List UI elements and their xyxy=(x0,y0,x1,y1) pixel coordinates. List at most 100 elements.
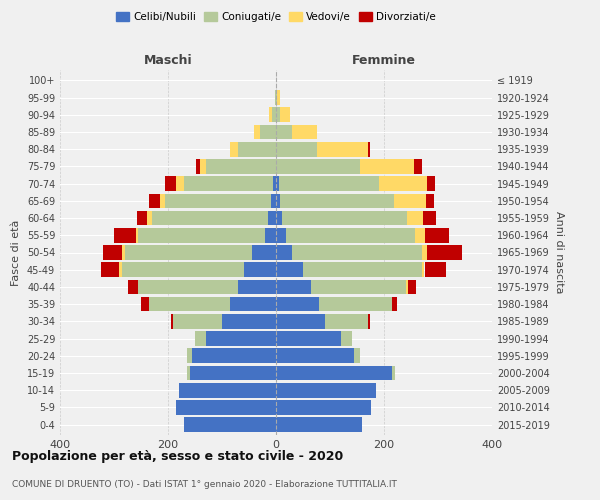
Bar xyxy=(265,228,276,242)
Bar xyxy=(187,366,190,380)
Bar xyxy=(406,280,409,294)
Bar xyxy=(423,210,436,226)
Bar xyxy=(184,418,276,432)
Bar xyxy=(368,314,370,328)
Bar xyxy=(195,332,206,346)
Bar xyxy=(317,142,368,156)
Bar xyxy=(427,245,462,260)
Bar xyxy=(260,124,276,140)
Bar xyxy=(152,210,268,226)
Bar xyxy=(394,194,426,208)
Legend: Celibi/Nubili, Coniugati/e, Vedovi/e, Divorziati/e: Celibi/Nubili, Coniugati/e, Vedovi/e, Di… xyxy=(112,8,440,26)
Bar xyxy=(103,245,122,260)
Bar xyxy=(392,366,395,380)
Bar xyxy=(379,176,427,191)
Bar xyxy=(196,159,200,174)
Bar xyxy=(190,366,276,380)
Bar xyxy=(425,262,446,277)
Y-axis label: Fasce di età: Fasce di età xyxy=(11,220,21,286)
Bar xyxy=(292,245,422,260)
Bar xyxy=(341,332,352,346)
Bar xyxy=(276,245,292,260)
Bar xyxy=(414,159,422,174)
Bar xyxy=(244,262,276,277)
Bar xyxy=(276,108,280,122)
Bar xyxy=(276,194,280,208)
Bar xyxy=(276,314,325,328)
Bar xyxy=(276,332,341,346)
Bar xyxy=(286,228,415,242)
Bar xyxy=(268,210,276,226)
Bar xyxy=(176,176,184,191)
Bar xyxy=(176,400,276,415)
Bar xyxy=(271,194,276,208)
Bar xyxy=(139,228,265,242)
Bar xyxy=(230,297,276,312)
Bar xyxy=(407,210,423,226)
Bar xyxy=(179,383,276,398)
Bar xyxy=(292,124,317,140)
Bar xyxy=(252,245,276,260)
Text: COMUNE DI DRUENTO (TO) - Dati ISTAT 1° gennaio 2020 - Elaborazione TUTTITALIA.IT: COMUNE DI DRUENTO (TO) - Dati ISTAT 1° g… xyxy=(12,480,397,489)
Bar xyxy=(276,383,376,398)
Bar xyxy=(276,418,362,432)
Bar xyxy=(166,194,271,208)
Bar xyxy=(187,348,193,363)
Bar xyxy=(415,228,425,242)
Bar xyxy=(166,176,176,191)
Bar xyxy=(275,90,276,105)
Bar xyxy=(222,314,276,328)
Bar xyxy=(319,297,392,312)
Bar xyxy=(283,210,407,226)
Bar xyxy=(119,262,122,277)
Bar xyxy=(200,159,206,174)
Bar xyxy=(149,297,230,312)
Bar xyxy=(160,194,166,208)
Bar xyxy=(171,314,173,328)
Bar xyxy=(101,262,119,277)
Bar xyxy=(392,297,397,312)
Bar xyxy=(303,262,422,277)
Bar xyxy=(276,210,283,226)
Bar xyxy=(136,228,139,242)
Bar xyxy=(276,159,360,174)
Bar xyxy=(426,194,434,208)
Bar xyxy=(276,90,277,105)
Bar xyxy=(311,280,406,294)
Bar xyxy=(325,314,368,328)
Bar xyxy=(276,400,371,415)
Text: Popolazione per età, sesso e stato civile - 2020: Popolazione per età, sesso e stato civil… xyxy=(12,450,343,463)
Bar xyxy=(254,124,260,140)
Bar xyxy=(230,142,238,156)
Bar xyxy=(276,348,354,363)
Bar xyxy=(148,210,152,226)
Bar xyxy=(137,210,148,226)
Bar xyxy=(276,297,319,312)
Bar xyxy=(276,366,392,380)
Bar xyxy=(368,142,370,156)
Bar xyxy=(193,348,276,363)
Bar xyxy=(238,142,276,156)
Bar xyxy=(141,297,149,312)
Bar xyxy=(278,176,379,191)
Bar xyxy=(206,159,276,174)
Bar xyxy=(272,108,276,122)
Bar xyxy=(276,280,311,294)
Bar xyxy=(122,245,125,260)
Text: Femmine: Femmine xyxy=(352,54,416,68)
Bar xyxy=(408,280,416,294)
Bar xyxy=(114,228,136,242)
Bar xyxy=(360,159,414,174)
Bar xyxy=(422,262,424,277)
Bar xyxy=(422,245,427,260)
Bar xyxy=(276,176,278,191)
Bar xyxy=(274,176,276,191)
Bar xyxy=(139,280,238,294)
Y-axis label: Anni di nascita: Anni di nascita xyxy=(554,211,563,294)
Bar xyxy=(122,262,244,277)
Bar xyxy=(125,245,252,260)
Text: Maschi: Maschi xyxy=(143,54,193,68)
Bar xyxy=(206,332,276,346)
Bar xyxy=(276,262,303,277)
Bar xyxy=(280,194,394,208)
